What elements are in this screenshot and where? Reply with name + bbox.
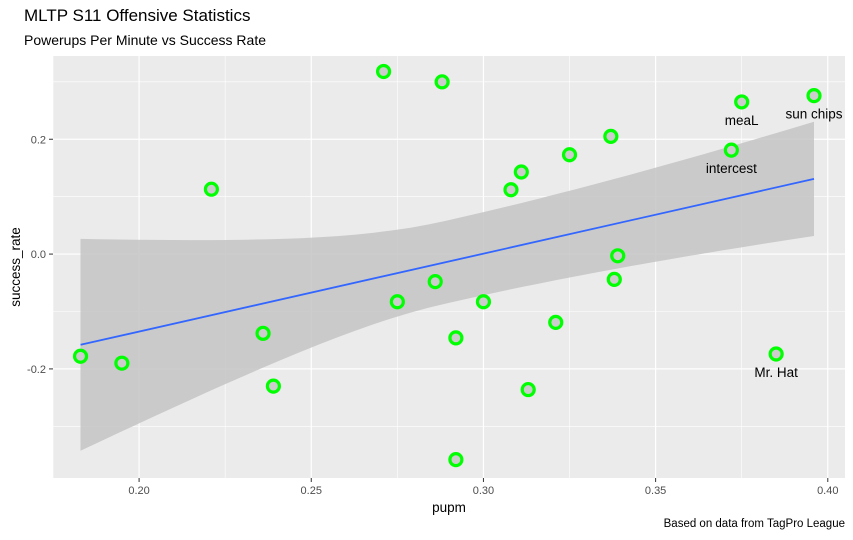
data-point [734, 94, 750, 110]
data-point [375, 63, 392, 80]
points-layer [72, 63, 822, 468]
y-tick-label: 0.0 [31, 249, 46, 261]
point-label: sun chips [785, 107, 842, 122]
data-point [203, 181, 219, 197]
data-point [434, 74, 450, 90]
confidence-band [80, 121, 814, 451]
data-point [723, 142, 739, 158]
data-point [610, 248, 626, 264]
point-labels-layer: intercest meaL Mr. Hat sun chips [706, 107, 843, 380]
trend-line [80, 177, 815, 346]
point-label: Mr. Hat [754, 365, 798, 380]
x-tick-label: 0.40 [817, 485, 838, 497]
point-label: intercest [706, 161, 757, 176]
x-axis-title: pupm [432, 500, 466, 515]
data-point [389, 294, 405, 310]
chart-caption: Based on data from TagPro League [663, 518, 845, 530]
x-axis-ticks: 0.20 0.25 0.30 0.35 0.40 [128, 478, 838, 497]
data-point [255, 325, 271, 341]
x-tick-label: 0.20 [128, 485, 149, 497]
x-tick-label: 0.35 [645, 485, 666, 497]
data-point [265, 378, 281, 394]
data-point [475, 294, 492, 310]
x-tick-label: 0.30 [473, 485, 494, 497]
y-axis-title: success_rate [8, 227, 23, 307]
chart-title: MLTP S11 Offensive Statistics [24, 6, 251, 25]
data-point [548, 314, 564, 331]
data-point [513, 164, 529, 180]
data-point [72, 348, 89, 364]
data-point [427, 274, 443, 290]
data-point [768, 346, 784, 362]
data-point [806, 88, 822, 104]
data-point [561, 147, 578, 163]
point-label: meaL [725, 113, 759, 128]
y-tick-label: 0.2 [31, 134, 46, 146]
chart-subtitle: Powerups Per Minute vs Success Rate [24, 32, 266, 48]
x-tick-label: 0.25 [301, 485, 322, 497]
y-tick-label: -0.2 [27, 364, 46, 376]
data-point [520, 381, 536, 398]
data-point [503, 182, 519, 198]
data-point [114, 355, 130, 371]
data-point [448, 330, 464, 346]
y-axis-ticks: -0.2 0.0 0.2 [27, 134, 53, 376]
data-point [606, 271, 622, 287]
data-point [603, 128, 619, 144]
data-point [448, 452, 464, 468]
